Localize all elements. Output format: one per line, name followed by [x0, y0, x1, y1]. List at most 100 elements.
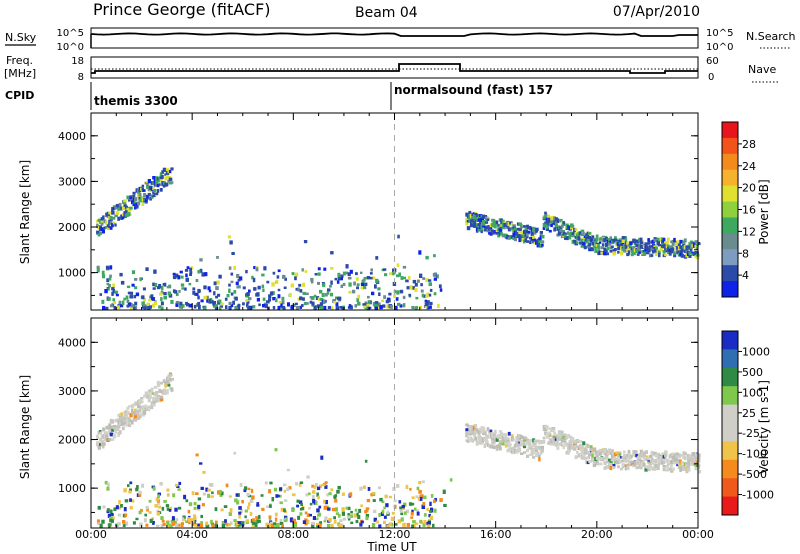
velocity-panel-scatter-cell	[614, 460, 617, 464]
velocity-panel-y-tick-label: 3000	[58, 385, 86, 398]
power-panel-scatter-cell	[415, 306, 418, 310]
velocity-panel-scatter-cell	[394, 523, 398, 526]
velocity-panel-scatter-cell	[591, 448, 595, 453]
power-panel-scatter-cell	[109, 274, 112, 278]
power-panel-scatter-cell	[197, 295, 200, 300]
power-panel-scatter-cell	[131, 200, 134, 205]
velocity-panel-y-tick-label: 2000	[58, 434, 86, 447]
power-panel-scatter-cell	[101, 270, 105, 275]
power-panel-scatter-cell	[652, 249, 655, 254]
velocity-panel-scatter-cell	[648, 455, 653, 458]
x-tick-label: 08:00	[277, 528, 309, 541]
velocity-panel-scatter-cell	[645, 465, 650, 469]
power-panel-scatter-cell	[492, 220, 496, 225]
power-panel-scatter-cell	[483, 215, 488, 218]
velocity-panel-scatter-cell	[312, 498, 316, 504]
velocity-panel-scatter-cell	[341, 507, 345, 512]
velocity-panel-scatter-cell	[250, 488, 254, 494]
power-panel-scatter-cell	[688, 251, 692, 255]
power-panel-scatter-cell	[571, 225, 575, 228]
power-panel-scatter-cell	[591, 241, 595, 246]
power-panel-scatter-cell	[594, 240, 597, 245]
velocity-panel-scatter-cell	[642, 462, 646, 467]
velocity-panel-scatter-cell	[328, 519, 332, 522]
power-panel-scatter-cell	[595, 234, 599, 239]
velocity-panel-scatter-cell	[123, 507, 127, 512]
power-panel-scatter-cell	[480, 215, 484, 218]
power-panel-scatter-cell	[101, 299, 105, 304]
velocity-panel-scatter-cell	[554, 440, 558, 445]
power-panel-scatter-cell	[642, 251, 646, 256]
velocity-panel-scatter-cell	[494, 435, 497, 440]
velocity-panel-scatter-cell	[316, 524, 319, 528]
power-panel-scatter-cell	[677, 243, 681, 247]
velocity-panel-scatter-cell	[489, 444, 494, 449]
power-panel-scatter-cell	[544, 221, 548, 225]
power-panel-scatter-cell	[313, 294, 317, 298]
velocity-panel-scatter-cell	[172, 493, 176, 498]
velocity-panel-scatter-cell	[671, 452, 675, 456]
velocity-panel-scatter-cell	[108, 423, 112, 427]
power-panel-scatter-cell	[674, 242, 678, 247]
power-panel-scatter-cell	[419, 273, 423, 278]
velocity-panel-scatter-cell	[608, 448, 612, 453]
velocity-panel-scatter-cell	[160, 523, 164, 528]
power-panel-scatter-cell	[116, 305, 120, 309]
power-panel-scatter-cell	[547, 214, 551, 219]
velocity-panel-scatter-cell	[140, 397, 144, 400]
power-panel-scatter-cell	[108, 284, 111, 288]
velocity-panel-scatter-cell	[465, 428, 469, 432]
power-panel-scatter-cell	[645, 251, 650, 255]
power-panel-scatter-cell	[412, 279, 417, 284]
velocity-panel-scatter-cell	[120, 412, 123, 417]
power-panel-scatter-cell	[615, 241, 619, 245]
power-panel-scatter-cell	[533, 231, 537, 235]
power-panel-scatter-cell	[147, 192, 151, 197]
velocity-panel-scatter-cell	[319, 484, 322, 489]
velocity-panel-scatter-cell	[527, 441, 531, 444]
power-panel-scatter-cell	[317, 305, 321, 310]
power-panel-scatter-cell	[282, 307, 286, 310]
power-panel-scatter-cell	[175, 302, 179, 307]
power-panel-scatter-cell	[276, 275, 280, 279]
velocity-panel-scatter-cell	[422, 501, 426, 506]
velocity-panel-scatter-cell	[466, 436, 470, 440]
velocity-panel-scatter-cell	[386, 524, 390, 528]
velocity-panel-scatter-cell	[129, 413, 133, 418]
power-panel-scatter-cell	[291, 272, 295, 276]
velocity-panel-scatter-cell	[283, 489, 287, 493]
power-panel-scatter-cell	[100, 222, 104, 226]
power-panel-scatter-cell	[617, 250, 620, 254]
power-panel-scatter-cell	[237, 278, 241, 282]
power-panel-scatter-cell	[112, 205, 116, 209]
x-tick-label: 00:00	[75, 528, 107, 541]
power-panel-scatter-cell	[161, 175, 164, 179]
velocity-panel-scatter-cell	[466, 440, 470, 443]
power-panel-scatter-cell	[297, 287, 300, 292]
power-panel-scatter-cell	[283, 286, 287, 289]
power-panel-scatter-cell	[163, 292, 167, 296]
power-panel-scatter-cell	[679, 239, 683, 244]
x-tick-label: 16:00	[480, 528, 512, 541]
power-panel-scatter-cell	[230, 304, 234, 308]
velocity-panel-scatter-cell	[688, 454, 692, 459]
velocity-panel-scatter-cell	[123, 488, 127, 493]
power-panel-scatter-cell	[530, 227, 534, 232]
velocity-panel-scatter-cell	[102, 505, 106, 509]
velocity-panel-scatter-cell	[224, 519, 227, 523]
power-panel-scatter-cell	[541, 243, 544, 247]
velocity-panel-scatter-cell	[135, 487, 139, 492]
power-panel-scatter-cell	[507, 221, 511, 225]
velocity-panel-scatter-cell	[279, 521, 284, 525]
power-panel-scatter-cell	[624, 241, 628, 246]
power-panel-scatter-cell	[294, 276, 297, 281]
power-panel-scatter-cell	[106, 278, 110, 283]
velocity-panel-scatter-cell	[377, 486, 381, 490]
velocity-panel-scatter-cell	[568, 443, 573, 446]
velocity-panel-scatter-cell	[468, 429, 471, 433]
velocity-panel-scatter-cell	[697, 460, 701, 464]
power-panel-scatter-cell	[239, 276, 243, 281]
noise-sky-trace	[90, 32, 698, 37]
velocity-panel-scatter-cell	[538, 441, 542, 445]
velocity-panel-scatter-cell	[274, 524, 277, 528]
